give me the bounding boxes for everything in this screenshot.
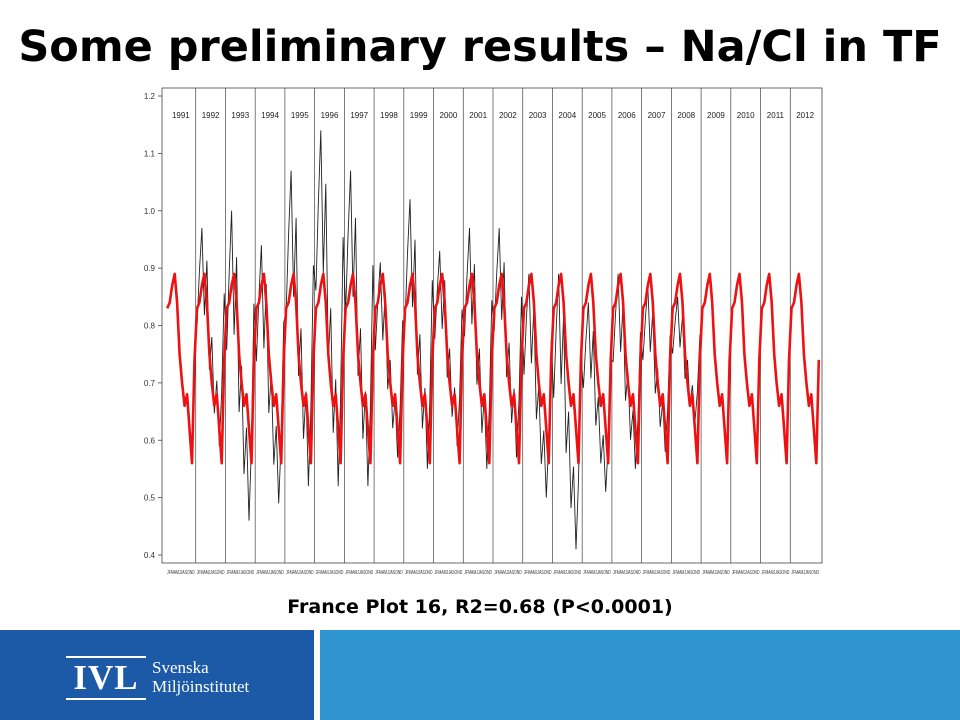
month-tick-labels: JFMAMJJASOND [702,570,730,576]
year-label: 2008 [677,111,695,120]
y-tick-label: 0.9 [144,264,156,273]
year-label: 1991 [172,111,190,120]
month-tick-labels: JFMAMJJASOND [167,570,195,576]
year-label: 1993 [231,111,249,120]
y-tick-label: 0.5 [144,494,156,503]
month-tick-labels: JFMAMJJASOND [613,570,641,576]
year-label: 2010 [737,111,755,120]
month-tick-labels: JFMAMJJASOND [316,570,344,576]
year-label: 1999 [410,111,428,120]
ivl-logo: IVL Svenska Miljöinstitutet [66,656,266,700]
plot-frame [161,87,823,564]
month-tick-labels: JFMAMJJASOND [672,570,700,576]
y-tick-label: 1.2 [144,92,156,101]
month-tick-labels: JFMAMJJASOND [762,570,790,576]
month-tick-labels: JFMAMJJASOND [464,570,492,576]
month-tick-labels: JFMAMJJASOND [583,570,611,576]
month-tick-labels: JFMAMJJASOND [345,570,373,576]
year-label: 1994 [261,111,279,120]
month-tick-labels: JFMAMJJASOND [286,570,314,576]
month-tick-labels: JFMAMJJASOND [405,570,433,576]
y-tick-label: 0.7 [144,379,156,388]
year-label: 1998 [380,111,398,120]
footer-right-band [320,630,960,720]
year-label: 1996 [321,111,339,120]
y-tick-label: 1.1 [144,149,156,158]
month-tick-labels: JFMAMJJASOND [732,570,760,576]
month-tick-labels: JFMAMJJASOND [256,570,284,576]
year-label: 1995 [291,111,309,120]
logo-name-line2: Miljöinstitutet [152,677,250,696]
footer-left-band [0,630,314,720]
y-tick-label: 0.4 [144,551,156,560]
y-tick-label: 0.6 [144,436,156,445]
na-cl-chart: 0.4 0.5 0.6 0.7 0.8 0.9 1.0 1.1 1.2 1991 JFMAMJJAS… [120,80,830,585]
year-label: 2004 [558,111,576,120]
month-tick-labels: JFMAMJJASOND [226,570,254,576]
month-tick-labels: JFMAMJJASOND [524,570,552,576]
slide-title: Some preliminary results – Na/Cl in TF [18,22,942,72]
month-tick-labels: JFMAMJJASOND [643,570,671,576]
year-label: 2011 [767,111,785,120]
month-tick-labels: JFMAMJJASOND [791,570,819,576]
year-label: 2001 [469,111,487,120]
month-tick-labels: JFMAMJJASOND [494,570,522,576]
month-tick-labels: JFMAMJJASOND [197,570,225,576]
month-tick-labels: JFMAMJJASOND [435,570,463,576]
logo-name-line1: Svenska [152,658,209,677]
year-label: 2005 [588,111,606,120]
year-label: 2003 [529,111,547,120]
year-label: 2006 [618,111,636,120]
year-label: 2012 [796,111,814,120]
modelled-series-line [166,272,821,465]
month-tick-labels: JFMAMJJASOND [375,570,403,576]
year-label: 1992 [202,111,220,120]
year-label: 1997 [350,111,368,120]
year-label: 2007 [648,111,666,120]
year-label: 2002 [499,111,517,120]
month-tick-labels: JFMAMJJASOND [553,570,581,576]
year-label: 2000 [440,111,458,120]
chart-svg: 0.4 0.5 0.6 0.7 0.8 0.9 1.0 1.1 1.2 1991 JFMAMJJAS… [144,87,823,576]
chart-caption: France Plot 16, R2=0.68 (P<0.0001) [287,596,673,618]
logo-mark: IVL [66,656,146,700]
y-tick-label: 1.0 [144,207,156,216]
year-label: 2009 [707,111,725,120]
logo-name: Svenska Miljöinstitutet [152,658,249,696]
y-tick-label: 0.8 [144,322,156,331]
